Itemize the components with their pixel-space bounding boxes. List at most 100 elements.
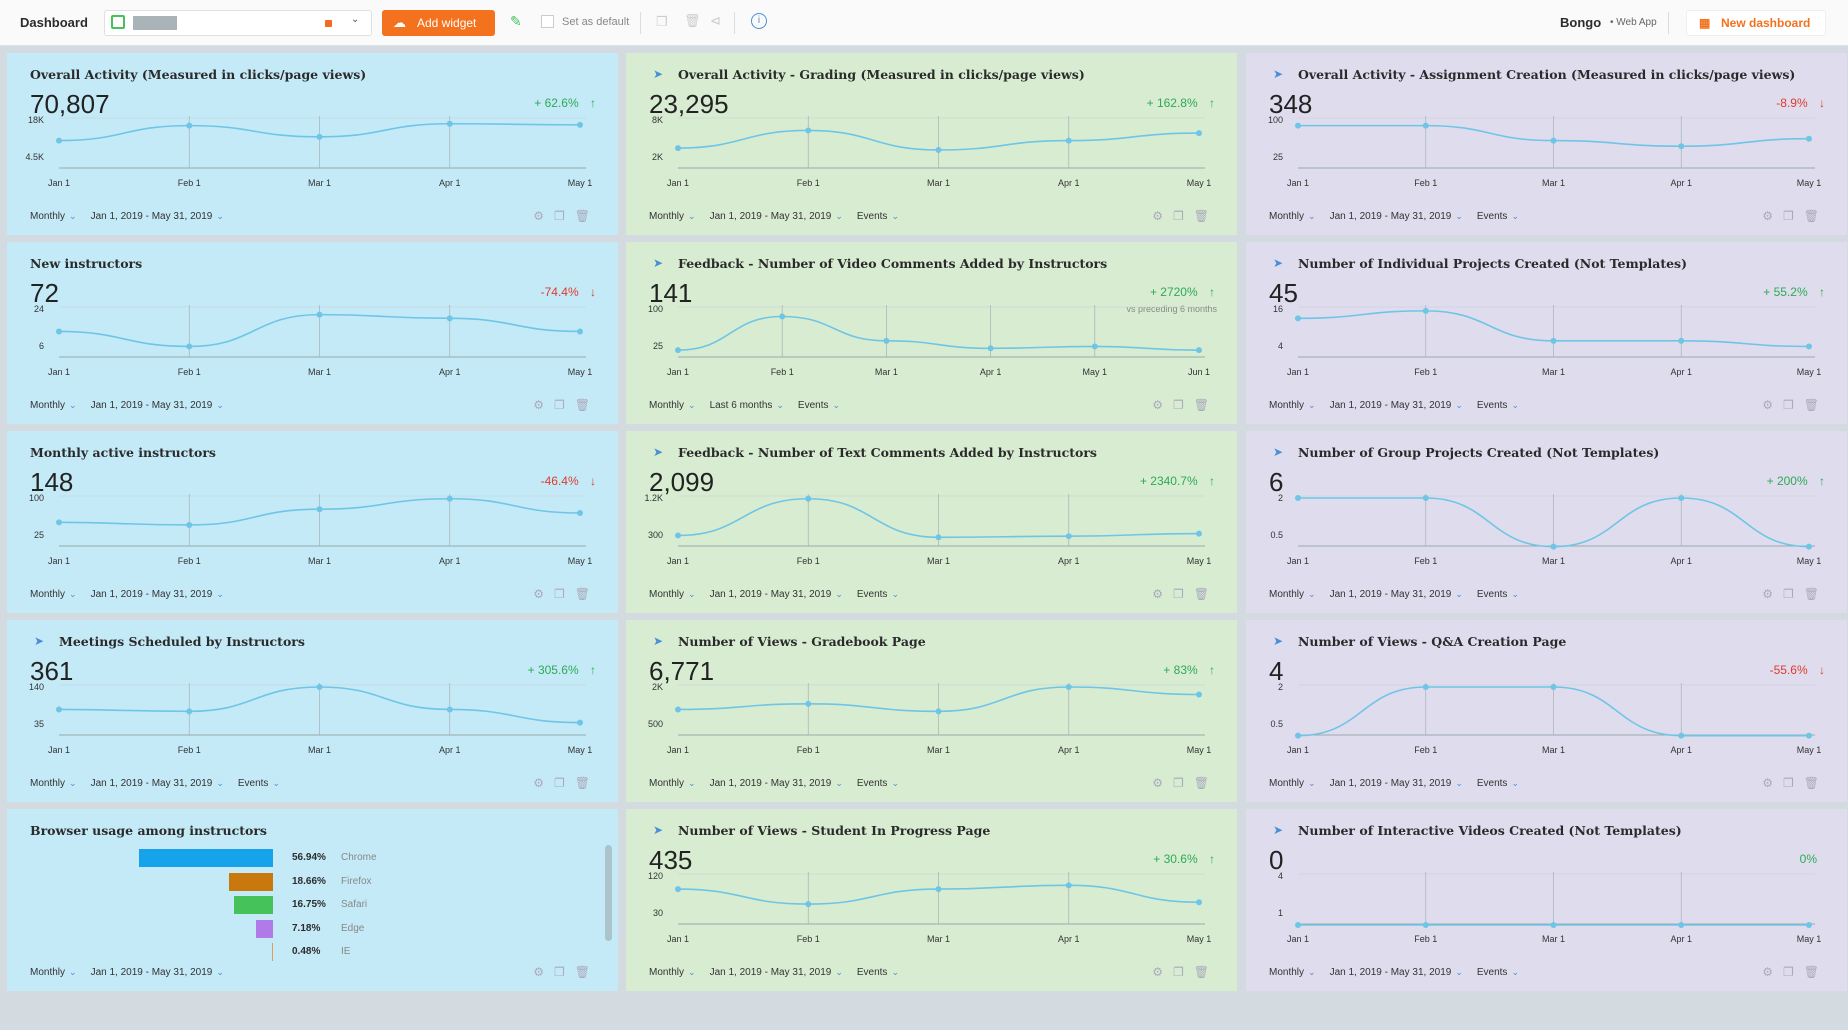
footer-dropdown[interactable]: Events ⌄ [857, 967, 899, 978]
copy-icon[interactable]: ❐ [1783, 965, 1804, 979]
copy-icon[interactable]: ❐ [1783, 776, 1804, 790]
copy-icon[interactable]: ❐ [1173, 398, 1194, 412]
footer-dropdown[interactable]: Events ⌄ [857, 778, 899, 789]
trash-icon[interactable]: 🗑 [1803, 587, 1829, 601]
gear-icon[interactable]: ⚙ [1152, 776, 1173, 790]
trash-icon[interactable]: 🗑 [574, 209, 600, 223]
gear-icon[interactable]: ⚙ [1152, 587, 1173, 601]
trash-icon[interactable]: 🗑 [1803, 776, 1829, 790]
footer-dropdown[interactable]: Jan 1, 2019 - May 31, 2019 ⌄ [1330, 778, 1463, 789]
info-icon[interactable]: i [751, 13, 767, 29]
gear-icon[interactable]: ⚙ [1152, 398, 1173, 412]
gear-icon[interactable]: ⚙ [1762, 776, 1783, 790]
footer-dropdown[interactable]: Monthly ⌄ [30, 967, 77, 978]
footer-dropdown[interactable]: Events ⌄ [1477, 211, 1519, 222]
footer-dropdown[interactable]: Monthly ⌄ [649, 967, 696, 978]
footer-dropdown[interactable]: Jan 1, 2019 - May 31, 2019 ⌄ [91, 778, 224, 789]
gear-icon[interactable]: ⚙ [533, 587, 554, 601]
trash-icon[interactable]: 🗑 [1193, 776, 1219, 790]
gear-icon[interactable]: ⚙ [533, 965, 554, 979]
footer-dropdown[interactable]: Jan 1, 2019 - May 31, 2019 ⌄ [91, 967, 224, 978]
gear-icon[interactable]: ⚙ [1152, 209, 1173, 223]
trash-icon[interactable]: 🗑 [574, 776, 600, 790]
widget-card[interactable]: ➤ Number of Views - Q&A Creation Page 4 -55… [1246, 620, 1847, 802]
widget-card[interactable]: ➤ Overall Activity - Assignment Creation … [1246, 53, 1847, 235]
footer-dropdown[interactable]: Jan 1, 2019 - May 31, 2019 ⌄ [1330, 967, 1463, 978]
copy-icon[interactable]: ❐ [1173, 965, 1194, 979]
footer-dropdown[interactable]: Monthly ⌄ [1269, 589, 1316, 600]
gear-icon[interactable]: ⚙ [1762, 965, 1783, 979]
footer-dropdown[interactable]: Jan 1, 2019 - May 31, 2019 ⌄ [91, 589, 224, 600]
footer-dropdown[interactable]: Jan 1, 2019 - May 31, 2019 ⌄ [710, 778, 843, 789]
copy-icon[interactable]: ❐ [554, 209, 575, 223]
trash-icon[interactable]: 🗑 [1803, 398, 1829, 412]
widget-card[interactable]: ➤ Feedback - Number of Video Comments Add… [626, 242, 1237, 424]
footer-dropdown[interactable]: Monthly ⌄ [30, 211, 77, 222]
trash-icon[interactable]: 🗑 [574, 965, 600, 979]
trash-icon[interactable]: 🗑 [1193, 209, 1219, 223]
footer-dropdown[interactable]: Monthly ⌄ [649, 211, 696, 222]
footer-dropdown[interactable]: Monthly ⌄ [30, 589, 77, 600]
trash-icon[interactable]: 🗑 [1193, 398, 1219, 412]
footer-dropdown[interactable]: Events ⌄ [1477, 967, 1519, 978]
scrollbar[interactable] [605, 845, 612, 941]
copy-icon[interactable]: ❐ [1783, 587, 1804, 601]
footer-dropdown[interactable]: Jan 1, 2019 - May 31, 2019 ⌄ [1330, 589, 1463, 600]
footer-dropdown[interactable]: Events ⌄ [857, 211, 899, 222]
trash-icon[interactable]: 🗑 [574, 398, 600, 412]
copy-icon[interactable]: ❐ [1783, 398, 1804, 412]
footer-dropdown[interactable]: Events ⌄ [798, 400, 840, 411]
copy-icon[interactable]: ❐ [554, 587, 575, 601]
gear-icon[interactable]: ⚙ [533, 398, 554, 412]
footer-dropdown[interactable]: Jan 1, 2019 - May 31, 2019 ⌄ [710, 211, 843, 222]
chevron-down-icon[interactable]: ⌄ [351, 14, 360, 25]
footer-dropdown[interactable]: Jan 1, 2019 - May 31, 2019 ⌄ [91, 400, 224, 411]
widget-card[interactable]: New instructors 72 -74.4% ↓ Jan 1 Feb 1 Mar 1… [7, 242, 618, 424]
gear-icon[interactable]: ⚙ [1762, 209, 1783, 223]
footer-dropdown[interactable]: Jan 1, 2019 - May 31, 2019 ⌄ [1330, 400, 1463, 411]
widget-card[interactable]: ➤ Meetings Scheduled by Instructors 361 + 3… [7, 620, 618, 802]
footer-dropdown[interactable]: Events ⌄ [1477, 589, 1519, 600]
footer-dropdown[interactable]: Events ⌄ [238, 778, 280, 789]
copy-icon[interactable]: ❐ [1173, 587, 1194, 601]
widget-card[interactable]: Monthly active instructors 148 -46.4% ↓ Jan… [7, 431, 618, 613]
trash-icon[interactable]: 🗑 [574, 587, 600, 601]
footer-dropdown[interactable]: Events ⌄ [1477, 400, 1519, 411]
gear-icon[interactable]: ⚙ [1762, 398, 1783, 412]
widget-card[interactable]: ➤ Number of Interactive Videos Created (N… [1246, 809, 1847, 991]
share-icon[interactable]: ⊲ [710, 13, 721, 28]
footer-dropdown[interactable]: Jan 1, 2019 - May 31, 2019 ⌄ [1330, 211, 1463, 222]
footer-dropdown[interactable]: Monthly ⌄ [649, 589, 696, 600]
widget-card[interactable]: ➤ Number of Group Projects Created (Not T… [1246, 431, 1847, 613]
footer-dropdown[interactable]: Last 6 months ⌄ [710, 400, 784, 411]
set-default-checkbox[interactable] [541, 15, 554, 28]
widget-card[interactable]: ➤ Overall Activity - Grading (Measured in… [626, 53, 1237, 235]
gear-icon[interactable]: ⚙ [1762, 587, 1783, 601]
new-dashboard-button[interactable]: ▦ New dashboard [1686, 10, 1826, 36]
footer-dropdown[interactable]: Events ⌄ [1477, 778, 1519, 789]
widget-card[interactable]: Browser usage among instructors 56.94% Chr… [7, 809, 618, 991]
widget-card[interactable]: ➤ Number of Views - Student In Progress P… [626, 809, 1237, 991]
copy-icon[interactable]: ❐ [554, 965, 575, 979]
footer-dropdown[interactable]: Monthly ⌄ [30, 778, 77, 789]
footer-dropdown[interactable]: Monthly ⌄ [649, 778, 696, 789]
edit-icon[interactable]: ✎ [510, 13, 522, 29]
gear-icon[interactable]: ⚙ [533, 776, 554, 790]
gear-icon[interactable]: ⚙ [533, 209, 554, 223]
footer-dropdown[interactable]: Monthly ⌄ [1269, 967, 1316, 978]
trash-icon[interactable]: 🗑 [1193, 965, 1219, 979]
copy-icon[interactable]: ❐ [554, 398, 575, 412]
widget-card[interactable]: ➤ Feedback - Number of Text Comments Adde… [626, 431, 1237, 613]
copy-icon[interactable]: ❐ [1173, 776, 1194, 790]
footer-dropdown[interactable]: Monthly ⌄ [649, 400, 696, 411]
trash-icon[interactable]: 🗑 [684, 13, 701, 28]
copy-icon[interactable]: ❐ [1783, 209, 1804, 223]
footer-dropdown[interactable]: Monthly ⌄ [1269, 400, 1316, 411]
widget-card[interactable]: Overall Activity (Measured in clicks/pag… [7, 53, 618, 235]
footer-dropdown[interactable]: Monthly ⌄ [1269, 211, 1316, 222]
copy-icon[interactable]: ❐ [554, 776, 575, 790]
copy-icon[interactable]: ❐ [656, 14, 668, 29]
trash-icon[interactable]: 🗑 [1803, 965, 1829, 979]
trash-icon[interactable]: 🗑 [1193, 587, 1219, 601]
footer-dropdown[interactable]: Monthly ⌄ [1269, 778, 1316, 789]
